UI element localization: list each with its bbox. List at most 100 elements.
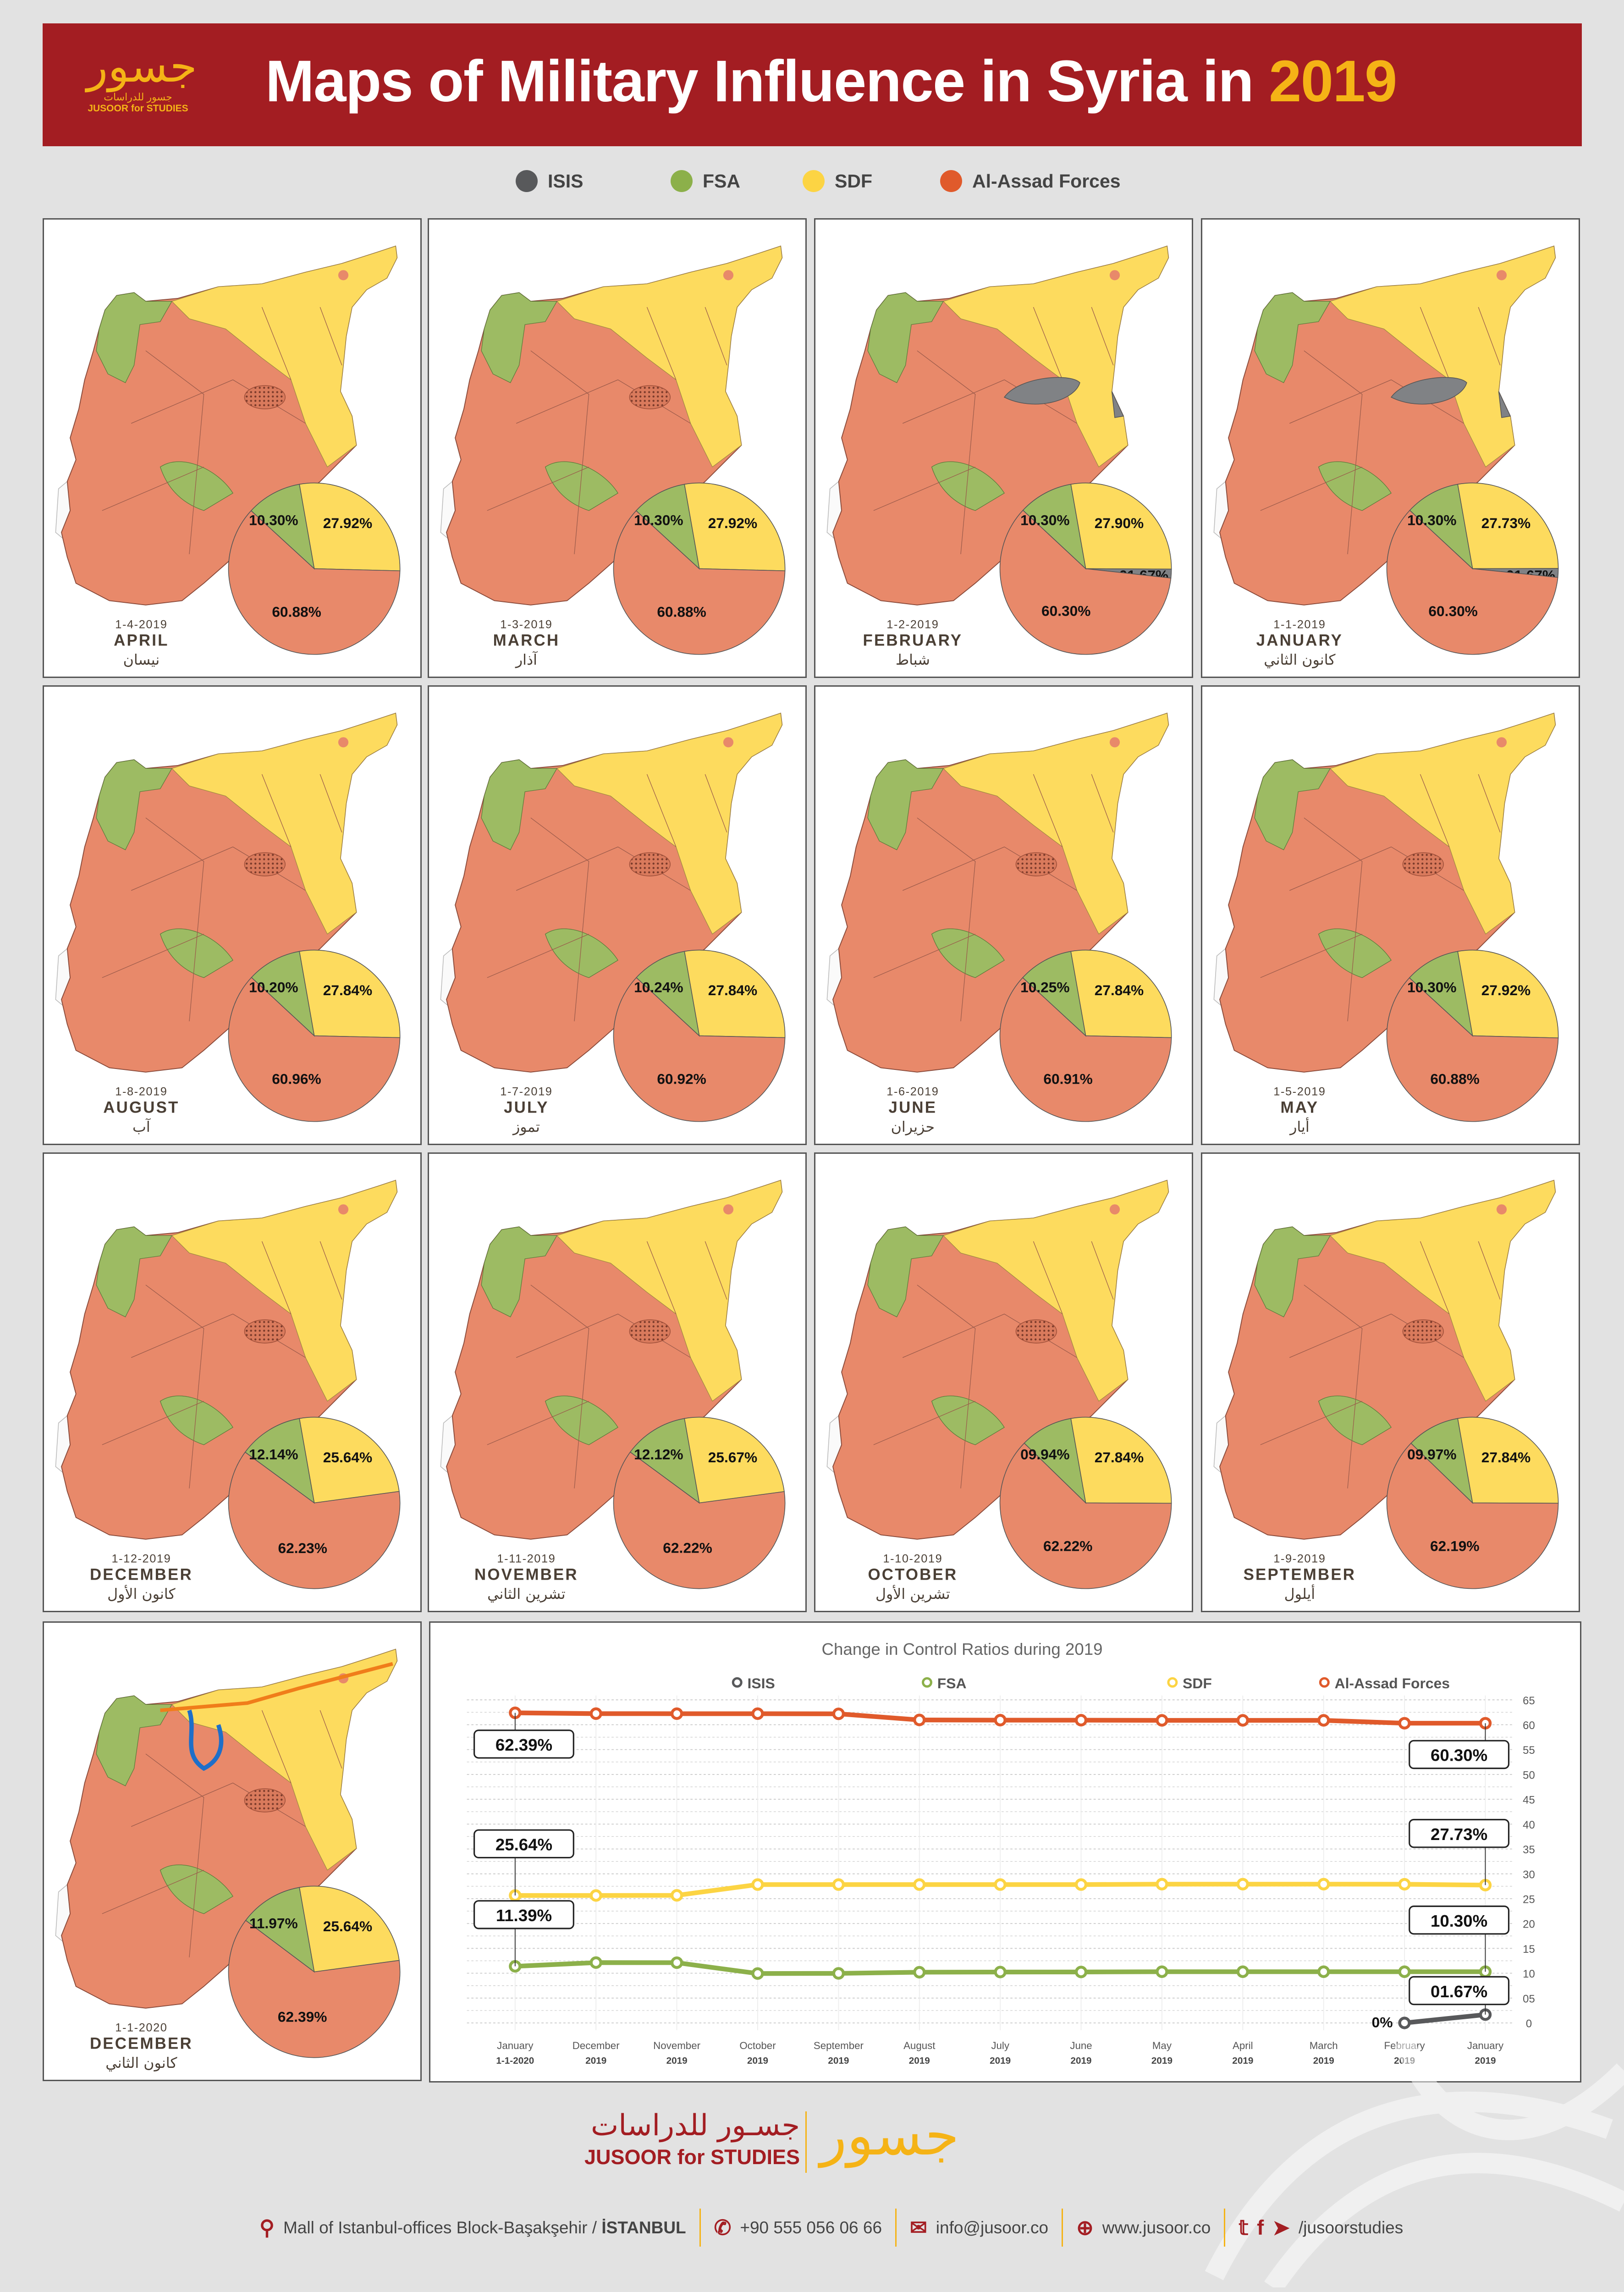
pie-slice-assad — [613, 510, 786, 655]
pie-label-fsa: 10.30% — [249, 512, 298, 529]
x-tick-label: May — [1152, 2040, 1172, 2051]
annotation-box — [1409, 1740, 1510, 1769]
pie-label-assad: 62.23% — [278, 1540, 327, 1556]
data-point-assad — [589, 1707, 602, 1720]
regime-enclave-qamishli — [1109, 1204, 1120, 1215]
x-tick-label: August — [903, 2040, 936, 2051]
internal-boundaries — [1260, 307, 1501, 554]
regime-enclave-qamishli — [723, 1204, 734, 1215]
panel-month-arabic: نيسان — [123, 652, 160, 668]
phone[interactable]: ✆ +90 555 056 06 66 — [701, 2209, 897, 2247]
internal-boundaries — [487, 1241, 727, 1488]
email[interactable]: ✉ info@jusoor.co — [897, 2209, 1063, 2247]
legend-label: SDF — [835, 170, 872, 192]
data-point-assad — [1236, 1714, 1250, 1727]
x-tick-year: 2019 — [1232, 2055, 1253, 2066]
panel-date: 1-7-2019 — [500, 1085, 552, 1098]
fsa-region-south — [931, 928, 1005, 978]
sdf-region — [171, 1180, 397, 1402]
panel-date: 1-12-2019 — [111, 1553, 171, 1565]
pie-chart: 25.67% 62.22% 12.12% — [613, 1416, 786, 1589]
map-panel-april-1-4-2019: 1-4-2019 APRIL نيسان 27.92% 60.88% 10.30% — [43, 218, 422, 678]
pie-chart: 27.90%01.67%60.30%10.30% — [999, 482, 1172, 655]
pie-label-sdf: 27.84% — [1095, 982, 1144, 998]
data-point-sdf — [1398, 1878, 1411, 1891]
panel-month-arabic: آذار — [515, 651, 538, 668]
map-panel-july-1-7-2019: 1-7-2019 JULY تموز 27.84% 60.92% 10.24% — [428, 685, 807, 1145]
regime-enclave-qamishli — [338, 737, 349, 748]
panel-date: 1-4-2019 — [115, 618, 167, 631]
sdf-region — [171, 246, 397, 468]
data-point-fsa — [1317, 1965, 1330, 1978]
legend-label: Al-Assad Forces — [972, 170, 1121, 192]
sdf-region — [1329, 246, 1556, 468]
pie-slice-sdf — [1457, 949, 1559, 1039]
y-tick-label: 55 — [1523, 1744, 1535, 1757]
fsa-region-south — [160, 461, 233, 511]
pie-slice-assad — [1386, 510, 1558, 655]
pie-slice-fsa — [636, 951, 700, 1037]
fsa-region-south — [1318, 461, 1392, 511]
data-point-sdf — [913, 1878, 926, 1891]
pie-slice-assad — [999, 1443, 1172, 1589]
panel-month-arabic: تشرين الثاني — [487, 1586, 566, 1603]
euphrates-river-line — [187, 1709, 224, 1771]
internal-boundaries — [873, 774, 1114, 1021]
x-tick-label: September — [814, 2040, 864, 2051]
panel-month: APRIL — [114, 632, 169, 650]
panel-month-arabic: حزيران — [891, 1119, 935, 1135]
x-tick-year: 2019 — [909, 2055, 930, 2066]
y-tick-label: 05 — [1523, 1993, 1535, 2005]
panel-date: 1-6-2019 — [886, 1085, 939, 1098]
fsa-region-south — [160, 928, 233, 978]
data-point-assad — [994, 1713, 1007, 1727]
telegram-icon[interactable]: ➤ — [1272, 2216, 1290, 2239]
panel-month: MAY — [1280, 1099, 1319, 1117]
panel-date: 1-5-2019 — [1273, 1085, 1326, 1098]
internal-boundaries — [102, 774, 342, 1021]
syria-map: 1-8-2019 AUGUST آب 27.84% 60.96% 10.20% — [55, 712, 401, 1135]
map-panel-october-1-10-2019: 1-10-2019 OCTOBER تشرين الأول 27.84% 62.2… — [814, 1152, 1193, 1612]
social[interactable]: 𝕥 f ➤ /jusoorstudies — [1225, 2209, 1416, 2247]
fsa-region-south — [1318, 1395, 1392, 1445]
page-title: Maps of Military Influence in Syria in 2… — [265, 47, 1397, 116]
pie-label-assad: 60.91% — [1043, 1070, 1092, 1087]
website-link[interactable]: www.jusoor.co — [1102, 2218, 1211, 2237]
pie-slice-sdf — [1070, 482, 1172, 570]
isis-cells-hatched — [244, 1319, 286, 1344]
facebook-icon[interactable]: f — [1257, 2215, 1264, 2239]
data-point-sdf — [589, 1889, 602, 1902]
pie-label-assad: 62.22% — [1043, 1537, 1092, 1554]
data-point-fsa — [1236, 1965, 1250, 1978]
x-tick-year: 2019 — [585, 2055, 606, 2066]
panel-date: 1-1-2020 — [115, 2022, 167, 2034]
x-tick-year: 2019 — [1475, 2055, 1496, 2066]
envelope-icon: ✉ — [910, 2216, 927, 2239]
regime-enclave-qamishli — [723, 737, 734, 748]
panel-date: 1-8-2019 — [115, 1085, 167, 1098]
pie-slice-sdf — [299, 1885, 400, 1972]
website[interactable]: ⊕ www.jusoor.co — [1063, 2209, 1226, 2247]
phone-text[interactable]: +90 555 056 06 66 — [740, 2218, 882, 2237]
data-point-fsa — [670, 1956, 683, 1969]
isis-cells-hatched — [629, 385, 671, 409]
pie-slice-sdf — [684, 949, 786, 1038]
email-link[interactable]: info@jusoor.co — [936, 2218, 1049, 2237]
sdf-region — [556, 246, 782, 468]
sdf-region — [1329, 1180, 1556, 1402]
fsa-region-south — [160, 1864, 233, 1914]
social-handle[interactable]: /jusoorstudies — [1298, 2218, 1404, 2237]
y-tick-label: 10 — [1523, 1968, 1535, 1980]
internal-boundaries — [1260, 774, 1501, 1021]
twitter-icon[interactable]: 𝕥 — [1239, 2216, 1249, 2239]
map-panel-november-1-11-2019: 1-11-2019 NOVEMBER تشرين الثاني 25.67% 62… — [428, 1152, 807, 1612]
pie-slice-fsa — [251, 951, 315, 1037]
map-panel-march-1-3-2019: 1-3-2019 MARCH آذار 27.92% 60.88% 10.30% — [428, 218, 807, 678]
y-tick-label: 25 — [1523, 1894, 1535, 1906]
legend-marker-sdf — [1167, 1677, 1178, 1688]
panel-month-arabic: تموز — [512, 1119, 540, 1135]
legend-assad: Al-Assad Forces — [940, 170, 1121, 192]
pie-label-assad: 62.22% — [663, 1540, 712, 1556]
panel-month-arabic: أيلول — [1284, 1584, 1316, 1603]
pie-slice-sdf — [1070, 1416, 1172, 1504]
